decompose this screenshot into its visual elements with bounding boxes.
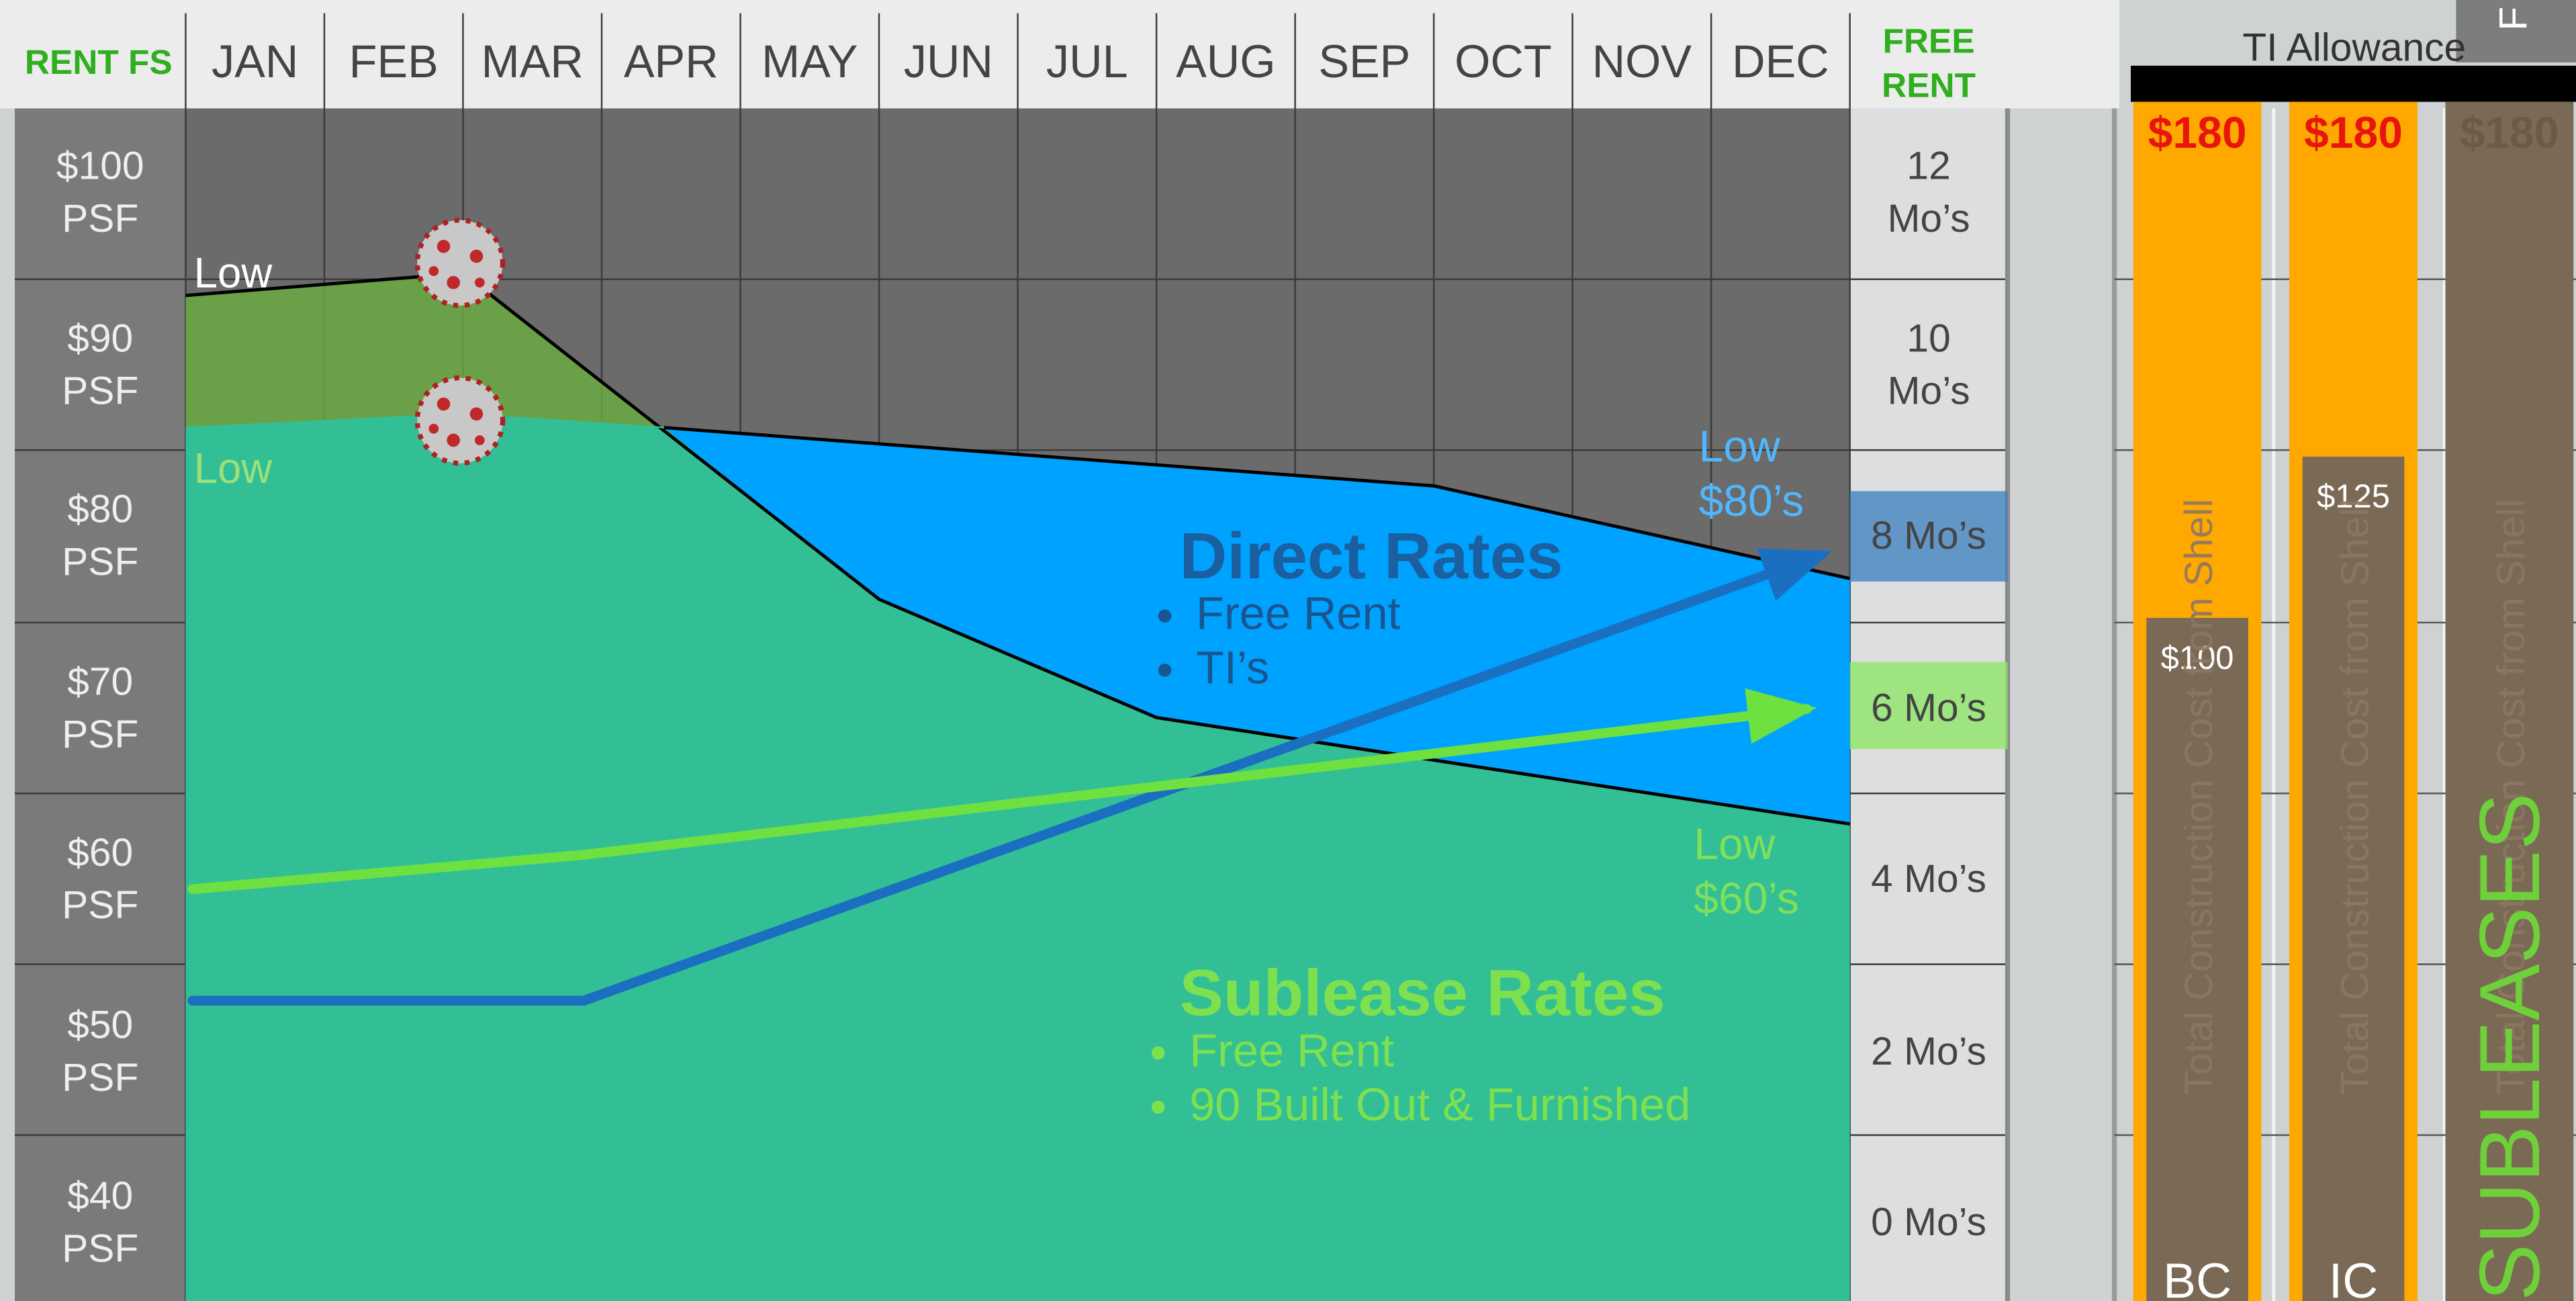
y2-tick-label: 2 Mo’s	[1863, 987, 1994, 1118]
bullet-list: Free Rent 90 Built Out & Furnished	[1144, 1024, 1834, 1132]
y-tick-label: $90 PSF	[43, 300, 158, 432]
y-tick-label-box: $80 PSF	[15, 472, 185, 603]
x-tick-label: MAR	[481, 36, 584, 87]
virus-icon	[417, 220, 502, 306]
annotation: Low $80’s	[1699, 420, 1831, 529]
y2-tick-label: 12 Mo’s	[1863, 128, 1994, 260]
category-label: BC	[2163, 1253, 2232, 1301]
x-tick-label: SEP	[1318, 36, 1410, 87]
bullet: TI’s	[1196, 641, 1643, 695]
x-tick-label: OCT	[1455, 36, 1552, 87]
y-tick-label: $40 PSF	[43, 1158, 158, 1290]
x-tick-label: APR	[624, 36, 719, 87]
value-label: $180	[2148, 107, 2247, 157]
y2-label-box: FREE RENT	[1847, 19, 2011, 111]
bar-note: Total Construction Cost from Shell	[2177, 499, 2221, 1095]
annotation: Low	[194, 445, 273, 492]
y2-axis-label: FREE RENT	[1871, 19, 1986, 108]
y-tick-label: $80 PSF	[43, 472, 158, 603]
y-tick-label-box: $50 PSF	[15, 987, 185, 1118]
y-axis-label: RENT FS	[25, 43, 173, 81]
x-tick-label: DEC	[1732, 36, 1829, 87]
chart: JAN FEB MAR APR MAY JUN JUL AUG SEP OCT NOV DEC $100…	[0, 0, 2576, 1301]
virus-icon	[417, 378, 502, 463]
y2-tick-label-box: 8 Mo’s	[1850, 472, 2008, 603]
x-tick-label: JUN	[904, 36, 993, 87]
category-label: SUBLEASES	[2462, 793, 2557, 1301]
category-label: IC	[2329, 1253, 2378, 1301]
y-tick-label: $60 PSF	[43, 815, 158, 946]
y2-tick-label-box: 2 Mo’s	[1850, 987, 2008, 1118]
x-tick-label: NOV	[1592, 36, 1692, 87]
bullets: Free Rent 90 Built Out & Furnished	[1144, 1024, 1834, 1155]
y2-tick-label: 0 Mo’s	[1863, 1158, 1994, 1290]
y-tick-label-box: $100 PSF	[15, 128, 185, 260]
y-tick-label: $50 PSF	[43, 987, 158, 1118]
series-title: Direct Rates	[1180, 519, 1563, 592]
bullet: Free Rent	[1189, 1024, 1833, 1078]
y-tick-label: $70 PSF	[43, 643, 158, 775]
bullets: Free Rent TI’s	[1150, 586, 1643, 718]
y2-tick-label-box: 10 Mo’s	[1850, 300, 2008, 432]
y2-tick-label-box: 6 Mo’s	[1850, 643, 2008, 775]
x-tick-label: AUG	[1176, 36, 1275, 87]
x-tick-label: FEB	[349, 36, 439, 87]
y-tick-label: $100 PSF	[43, 128, 158, 260]
annotation: Low	[194, 249, 273, 297]
y2-tick-label-box: 4 Mo’s	[1850, 815, 2008, 946]
value-label: $180	[2304, 107, 2403, 157]
x-tick-label: MAY	[762, 36, 858, 87]
x-tick-label: JUL	[1046, 36, 1128, 87]
y2-tick-label: 4 Mo’s	[1863, 815, 1994, 946]
bar-note: Total Construction Cost from Shell	[2334, 499, 2377, 1095]
value-label: $180	[2460, 107, 2559, 157]
bullet: 90 Built Out & Furnished	[1189, 1077, 1833, 1132]
y2-tick-label: 8 Mo’s	[1863, 472, 1994, 603]
bullet: Free Rent	[1196, 586, 1643, 641]
y2-tick-label: 6 Mo’s	[1863, 643, 1994, 775]
series-title: Sublease Rates	[1180, 955, 1665, 1029]
y-tick-label-box: $70 PSF	[15, 643, 185, 775]
page: JAN FEB MAR APR MAY JUN JUL AUG SEP OCT NOV DEC $100…	[0, 0, 2576, 1301]
y-tick-label-box: $40 PSF	[15, 1158, 185, 1290]
annotation-box: Low $60’s	[1694, 818, 1841, 950]
y2-tick-label-box: 12 Mo’s	[1850, 128, 2008, 260]
bar-title: TI Allowance	[2242, 26, 2466, 69]
y-tick-label-box: $90 PSF	[15, 300, 185, 432]
bullet-list: Free Rent TI’s	[1150, 586, 1643, 694]
y-tick-label-box: $60 PSF	[15, 815, 185, 946]
y2-tick-label-box: 0 Mo’s	[1850, 1158, 2008, 1290]
cut-label: F	[2492, 7, 2536, 31]
y2-tick-label: 10 Mo’s	[1863, 300, 1994, 432]
x-tick-label: JAN	[212, 36, 298, 87]
annotation: Low $60’s	[1694, 818, 1825, 926]
annotation-box: Low $80’s	[1699, 420, 1847, 552]
